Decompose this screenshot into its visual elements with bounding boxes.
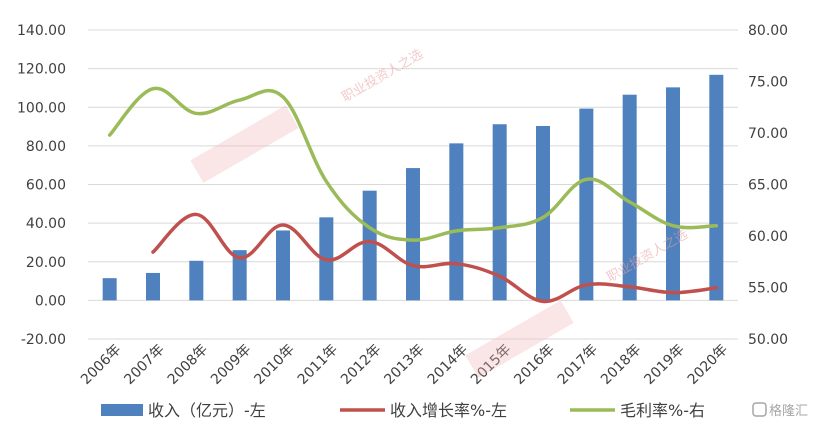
- watermark-text-1: 职业投资人之选: [339, 46, 426, 105]
- right-tick-label: 80.00: [748, 23, 788, 39]
- x-axis: 2006年2007年2008年2009年2010年2011年2012年2013年…: [78, 342, 731, 388]
- brand-logo: 格隆汇: [752, 402, 808, 419]
- revenue-bar: [146, 272, 160, 301]
- x-tick-label: 2011年: [295, 342, 341, 388]
- legend: 收入（亿元）-左 收入增长率%-左 毛利率%-右: [101, 401, 705, 420]
- left-tick-label: 80.00: [26, 139, 66, 155]
- x-tick-label: 2017年: [555, 342, 601, 388]
- revenue-bar: [536, 125, 550, 301]
- x-tick-label: 2020年: [685, 342, 731, 388]
- revenue-bar: [622, 94, 637, 301]
- revenue-bar: [449, 143, 464, 301]
- right-tick-label: 60.00: [748, 229, 788, 245]
- x-tick-label: 2006年: [78, 342, 124, 388]
- revenue-bar: [406, 168, 420, 301]
- right-tick-label: 70.00: [748, 126, 788, 142]
- legend-label-growth: 收入增长率%-左: [390, 401, 507, 420]
- revenue-bar: [189, 260, 204, 301]
- revenue-bar: [579, 108, 594, 301]
- left-y-axis: 140.00 120.00 100.00 80.00 60.00 40.00 20.00 0.…: [17, 23, 66, 348]
- margin-line: [107, 86, 719, 242]
- left-tick-label: 120.00: [17, 62, 66, 78]
- revenue-bar: [102, 278, 117, 301]
- right-tick-label: 75.00: [748, 75, 788, 91]
- revenue-bar: [709, 74, 724, 301]
- left-tick-label: 40.00: [26, 216, 66, 232]
- left-tick-label: 60.00: [26, 178, 66, 194]
- x-tick-label: 2013年: [381, 342, 427, 388]
- revenue-bar: [362, 190, 377, 301]
- x-tick-label: 2012年: [338, 342, 384, 388]
- x-tick-label: 2008年: [165, 342, 211, 388]
- left-tick-label: 0.00: [35, 293, 66, 309]
- legend-label-margin: 毛利率%-右: [620, 401, 705, 420]
- left-tick-label: -20.00: [21, 332, 66, 348]
- watermark: 职业投资人之选 职业投资人之选: [190, 46, 691, 378]
- x-tick-label: 2009年: [208, 342, 254, 388]
- legend-swatch-revenue: [101, 404, 143, 416]
- revenue-bar: [666, 87, 680, 301]
- left-tick-label: 100.00: [17, 100, 66, 116]
- right-tick-label: 55.00: [748, 281, 788, 297]
- brand-logo-text: 格隆汇: [769, 403, 808, 419]
- legend-label-revenue: 收入（亿元）-左: [148, 401, 266, 420]
- revenue-bar: [492, 124, 507, 301]
- right-tick-label: 65.00: [748, 178, 788, 194]
- x-tick-label: 2019年: [641, 342, 687, 388]
- line-series: [107, 86, 719, 304]
- revenue-bar: [276, 230, 290, 301]
- revenue-bar: [232, 250, 247, 301]
- right-tick-label: 50.00: [748, 332, 788, 348]
- x-tick-label: 2014年: [425, 342, 471, 388]
- left-tick-label: 20.00: [26, 255, 66, 271]
- x-tick-label: 2007年: [121, 342, 167, 388]
- growth-line: [151, 212, 719, 304]
- x-tick-label: 2018年: [598, 342, 644, 388]
- right-y-axis: 80.00 75.00 70.00 65.00 60.00 55.00 50.00: [748, 23, 788, 348]
- x-tick-label: 2010年: [251, 342, 297, 388]
- left-tick-label: 140.00: [17, 23, 66, 39]
